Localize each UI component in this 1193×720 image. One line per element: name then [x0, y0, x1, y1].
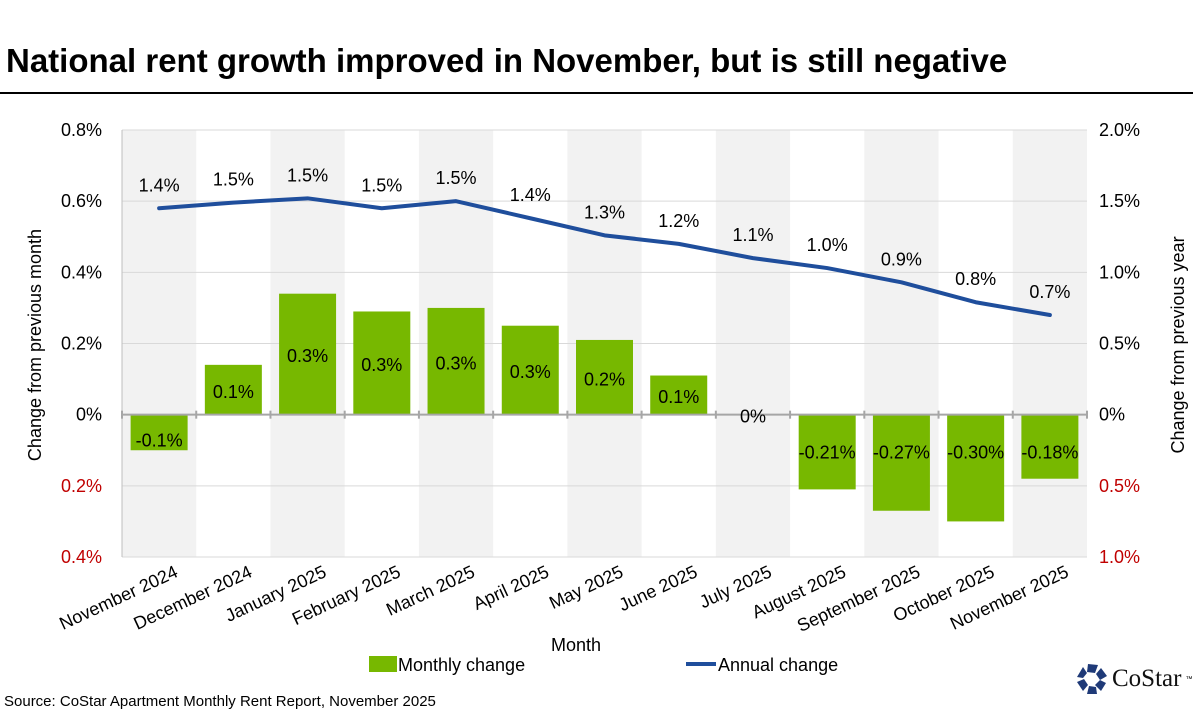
y-left-tick-label: 0.8% — [61, 120, 102, 140]
y-right-tick-label: 1.0% — [1099, 547, 1140, 567]
legend-label-monthly: Monthly change — [398, 655, 525, 675]
x-tick-label: June 2025 — [616, 561, 701, 615]
y-left-tick-label: 0.4% — [61, 262, 102, 282]
bar-monthly-change — [353, 311, 411, 415]
title-divider — [0, 92, 1193, 94]
line-data-label: 1.3% — [584, 202, 625, 222]
bar-data-label: 0% — [740, 407, 766, 427]
y-axis-left-title: Change from previous month — [25, 229, 45, 461]
costar-star-icon — [1077, 664, 1107, 694]
bar-monthly-change — [872, 414, 930, 511]
costar-wordmark: CoStar — [1112, 665, 1182, 692]
legend-label-annual: Annual change — [718, 655, 838, 675]
bar-data-label: 0.1% — [213, 382, 254, 402]
x-tick-label: April 2025 — [470, 561, 552, 613]
x-tick-label: May 2025 — [546, 561, 626, 613]
bar-monthly-change — [1021, 414, 1079, 479]
line-data-label: 0.7% — [1029, 282, 1070, 302]
line-data-label: 1.2% — [658, 211, 699, 231]
bar-data-label: 0.3% — [287, 346, 328, 366]
bar-monthly-change — [650, 375, 708, 415]
bar-monthly-change — [501, 325, 559, 415]
bar-data-label: -0.27% — [873, 443, 930, 463]
bar-monthly-change — [279, 293, 337, 415]
bar-monthly-change — [576, 339, 633, 415]
bar-monthly-change — [427, 307, 485, 415]
bar-data-label: 0.1% — [658, 387, 699, 407]
trademark: ™ — [1185, 675, 1193, 683]
x-axis-title: Month — [551, 635, 601, 655]
chart-title: National rent growth improved in Novembe… — [6, 42, 1008, 79]
line-data-label: 1.5% — [361, 175, 402, 195]
costar-logo: CoStar ™ — [1076, 663, 1192, 695]
y-right-tick-label: 0.5% — [1099, 476, 1140, 496]
y-right-tick-label: 0% — [1099, 405, 1125, 425]
line-data-label: 1.4% — [510, 185, 551, 205]
y-left-tick-label: 0.6% — [61, 191, 102, 211]
bar-monthly-change — [204, 364, 262, 415]
y-left-tick-label: 0.2% — [61, 334, 102, 354]
line-data-label: 0.9% — [881, 249, 922, 269]
line-data-label: 1.5% — [213, 170, 254, 190]
y-left-tick-label: 0% — [76, 405, 102, 425]
legend-swatch-monthly — [369, 656, 397, 672]
y-left-tick-label: 0.4% — [61, 547, 102, 567]
chart: -0.1% 0.1% 0.3% 0.3% 0.3% 0.3% 0.2% 0.1% 0% -0.21… — [25, 120, 1188, 675]
line-data-label: 1.5% — [436, 168, 477, 188]
y-left-tick-label: 0.2% — [61, 476, 102, 496]
bar-data-label: 0.3% — [510, 362, 551, 382]
bar-data-label: 0.3% — [436, 353, 477, 373]
y-axis-right-title: Change from previous year — [1168, 236, 1188, 453]
y-right-tick-label: 0.5% — [1099, 334, 1140, 354]
y-right-tick-label: 1.0% — [1099, 262, 1140, 282]
y-right-tick-label: 1.5% — [1099, 191, 1140, 211]
bar-monthly-change — [798, 414, 856, 490]
bar-data-label: 0.3% — [361, 355, 402, 375]
source-note: Source: CoStar Apartment Monthly Rent Re… — [4, 693, 436, 710]
line-data-label: 1.0% — [807, 235, 848, 255]
y-right-tick-label: 2.0% — [1099, 120, 1140, 140]
line-data-label: 1.4% — [139, 175, 180, 195]
bar-monthly-change — [130, 414, 188, 451]
bar-data-label: 0.2% — [584, 369, 625, 389]
line-data-label: 1.5% — [287, 165, 328, 185]
bar-data-label: -0.18% — [1021, 443, 1078, 463]
line-data-label: 0.8% — [955, 269, 996, 289]
line-annual-change — [157, 196, 1052, 318]
bar-data-label: -0.30% — [947, 443, 1004, 463]
bar-data-label: -0.21% — [799, 443, 856, 463]
line-data-label: 1.1% — [732, 225, 773, 245]
bar-monthly-change — [947, 414, 1005, 522]
legend: Monthly change Annual change — [369, 655, 838, 675]
x-tick-label: September 2025 — [794, 561, 923, 635]
bar-data-label: -0.1% — [136, 430, 183, 450]
